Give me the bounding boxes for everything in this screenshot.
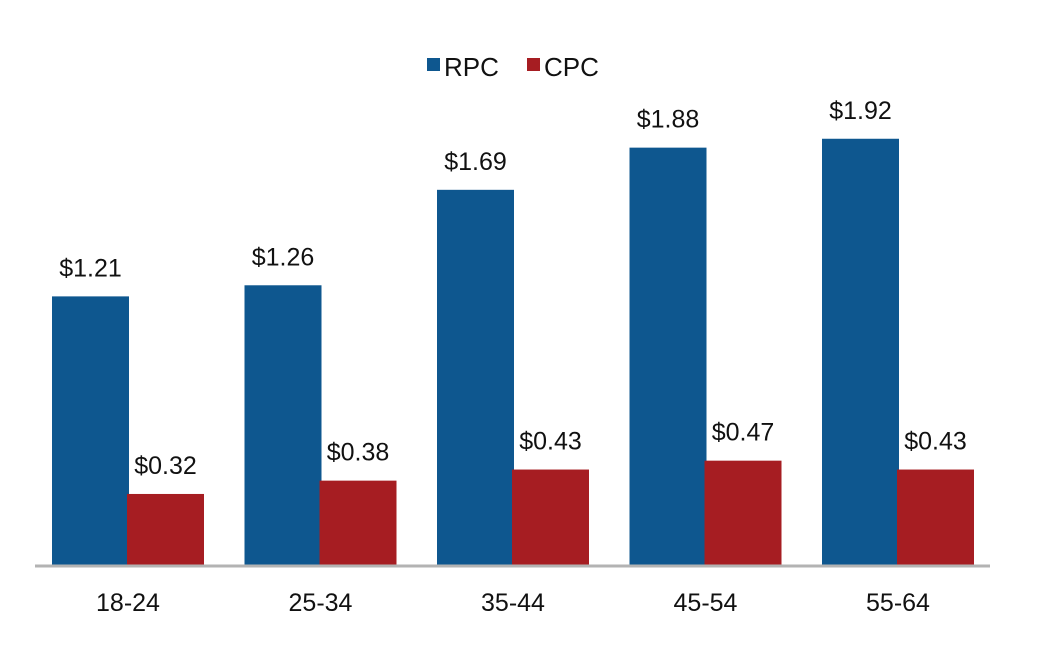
value-label-rpc-45-54: $1.88	[637, 106, 700, 134]
x-tick-labels: 18-24 25-34 35-44 45-54 55-64	[96, 589, 930, 617]
bar-rpc-18-24	[52, 296, 129, 565]
value-label-rpc-35-44: $1.69	[444, 148, 507, 176]
value-label-cpc-18-24: $0.32	[134, 452, 197, 480]
bar-cpc-55-64	[897, 469, 974, 565]
x-tick-label-18-24: 18-24	[96, 589, 160, 617]
legend: RPC CPC	[427, 52, 599, 82]
bar-rpc-35-44	[437, 189, 514, 565]
x-tick-label-55-64: 55-64	[866, 589, 930, 617]
bars	[52, 138, 974, 565]
value-label-rpc-55-64: $1.92	[829, 97, 892, 125]
bar-cpc-35-44	[512, 469, 589, 565]
legend-swatch-rpc	[427, 58, 440, 71]
value-labels: $1.21 $0.32 $1.26 $0.38 $1.69 $0.43 $1.88 $0.47…	[59, 97, 967, 480]
legend-swatch-cpc	[527, 58, 540, 71]
x-tick-label-45-54: 45-54	[674, 589, 738, 617]
value-label-cpc-55-64: $0.43	[904, 428, 967, 456]
x-tick-label-25-34: 25-34	[289, 589, 353, 617]
x-tick-label-35-44: 35-44	[481, 589, 545, 617]
value-label-cpc-45-54: $0.47	[712, 419, 775, 447]
bar-rpc-45-54	[629, 147, 707, 565]
legend-label-cpc: CPC	[544, 52, 599, 82]
bar-cpc-18-24	[127, 493, 204, 565]
legend-label-rpc: RPC	[444, 52, 499, 82]
bar-rpc-25-34	[244, 285, 322, 565]
value-label-cpc-25-34: $0.38	[327, 439, 390, 467]
value-label-rpc-18-24: $1.21	[59, 254, 122, 282]
bar-rpc-55-64	[822, 138, 899, 565]
bar-cpc-25-34	[319, 480, 397, 565]
value-label-cpc-35-44: $0.43	[519, 428, 582, 456]
value-label-rpc-25-34: $1.26	[252, 243, 315, 271]
bar-cpc-45-54	[704, 460, 782, 565]
